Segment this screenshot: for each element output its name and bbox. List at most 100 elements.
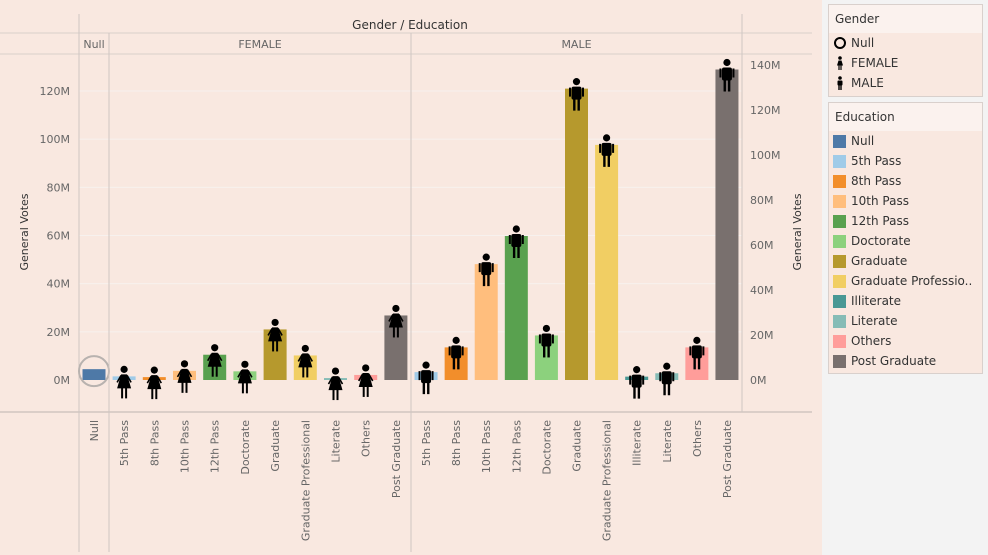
male-icon	[599, 134, 615, 167]
legend-label: 5th Pass	[851, 154, 902, 168]
female-icon	[388, 304, 404, 338]
education-legend: Education Null 5th Pass 8th Pass 10th Pass 1…	[828, 102, 983, 374]
x-tick-label: Literate	[330, 420, 343, 463]
y-tick-label-left: 0M	[54, 374, 71, 387]
legend-label: Null	[851, 134, 875, 148]
legend-label: Graduate	[851, 254, 908, 268]
female-icon	[358, 364, 374, 397]
legend-label: Doctorate	[851, 234, 911, 248]
bar	[474, 264, 498, 380]
y-tick-label-right: 100M	[750, 149, 781, 162]
legend-swatch	[833, 194, 846, 208]
group-header-female: FEMALE	[238, 38, 281, 51]
legend-swatch	[833, 354, 846, 368]
x-tick-label: 10th Pass	[480, 420, 493, 473]
y-axis-title-left: General Votes	[18, 193, 31, 270]
education-legend-item[interactable]: 12th Pass	[829, 211, 982, 231]
bar	[685, 347, 709, 380]
gender-legend-item[interactable]: Null	[829, 33, 982, 53]
x-tick-label: 12th Pass	[510, 420, 523, 473]
legend-label: Null	[851, 36, 875, 50]
legend-swatch	[833, 254, 846, 268]
education-legend-item[interactable]: Graduate	[829, 251, 982, 271]
x-tick-label: 8th Pass	[148, 420, 161, 466]
education-legend-item[interactable]: Null	[829, 131, 982, 151]
female-icon	[176, 360, 193, 393]
x-tick-label: Null	[88, 420, 101, 441]
legend-swatch	[833, 234, 846, 248]
education-legend-item[interactable]: 5th Pass	[829, 151, 982, 171]
y-tick-label-right: 120M	[750, 104, 781, 117]
female-icon	[833, 56, 847, 70]
bar	[715, 69, 739, 380]
male-icon	[508, 225, 524, 258]
gender-legend-item[interactable]: MALE	[829, 73, 982, 93]
female-icon	[267, 318, 283, 352]
legend-label: 8th Pass	[851, 174, 902, 188]
male-icon	[478, 253, 494, 287]
bar	[534, 335, 558, 380]
bar	[444, 347, 468, 380]
education-legend-item[interactable]: Doctorate	[829, 231, 982, 251]
bar	[565, 88, 588, 380]
y-tick-label-left: 100M	[40, 133, 71, 146]
education-legend-item[interactable]: Illiterate	[829, 291, 982, 311]
y-tick-label-right: 40M	[750, 284, 774, 297]
bar	[82, 369, 106, 380]
female-icon	[116, 365, 132, 399]
gender-legend: Gender Null FEMALE MALE	[828, 4, 983, 97]
bar-chart: Gender / Education General Votes General V…	[0, 14, 812, 552]
education-legend-item[interactable]: Others	[829, 331, 982, 351]
legend-swatch	[833, 214, 846, 228]
y-tick-label-right: 140M	[750, 59, 781, 72]
legend-label: FEMALE	[851, 56, 899, 70]
education-legend-item[interactable]: 8th Pass	[829, 171, 982, 191]
male-icon	[833, 76, 847, 90]
education-legend-item[interactable]: 10th Pass	[829, 191, 982, 211]
x-tick-label: Post Graduate	[721, 420, 734, 498]
education-legend-item[interactable]: Graduate Professio..	[829, 271, 982, 291]
x-tick-label: 8th Pass	[450, 420, 463, 466]
legend-label: Literate	[851, 314, 898, 328]
group-header-male: MALE	[561, 38, 591, 51]
x-tick-label: Graduate	[269, 420, 282, 472]
x-tick-label: 5th Pass	[420, 420, 433, 466]
legend-label: Illiterate	[851, 294, 902, 308]
female-icon	[327, 367, 344, 401]
y-tick-label-right: 0M	[750, 374, 767, 387]
education-legend-item[interactable]: Post Graduate	[829, 351, 982, 371]
x-tick-label: 10th Pass	[179, 420, 192, 473]
male-icon	[538, 324, 554, 358]
bar	[203, 354, 227, 380]
legend-label: MALE	[851, 76, 884, 90]
female-icon	[297, 344, 313, 378]
male-icon	[659, 362, 675, 396]
x-tick-label: 5th Pass	[118, 420, 131, 466]
female-icon	[146, 366, 162, 400]
chart-area: Gender / Education General Votes General V…	[0, 0, 822, 555]
y-tick-label-left: 40M	[47, 278, 71, 291]
gender-legend-item[interactable]: FEMALE	[829, 53, 982, 73]
x-tick-label: Others	[691, 420, 704, 457]
circle-icon	[833, 36, 847, 50]
x-tick-label: Graduate	[571, 420, 584, 472]
legend-swatch	[833, 174, 846, 188]
education-legend-item[interactable]: Literate	[829, 311, 982, 331]
legend-swatch	[833, 154, 846, 168]
legend-swatch	[833, 274, 846, 288]
chart-title: Gender / Education	[352, 18, 468, 32]
gender-legend-title: Gender	[829, 5, 982, 33]
legend-label: Post Graduate	[851, 354, 937, 368]
male-icon	[719, 58, 735, 92]
y-tick-label-left: 120M	[40, 85, 71, 98]
legend-swatch	[833, 134, 846, 148]
education-legend-title: Education	[829, 103, 982, 131]
bar	[384, 315, 408, 380]
legend-label: 12th Pass	[851, 214, 909, 228]
y-axis-title-right: General Votes	[791, 193, 804, 270]
bar	[263, 329, 287, 380]
y-tick-label-left: 80M	[47, 181, 71, 194]
x-tick-label: Graduate Professional	[601, 420, 614, 541]
male-icon	[569, 78, 584, 111]
legend-swatch	[833, 294, 846, 308]
